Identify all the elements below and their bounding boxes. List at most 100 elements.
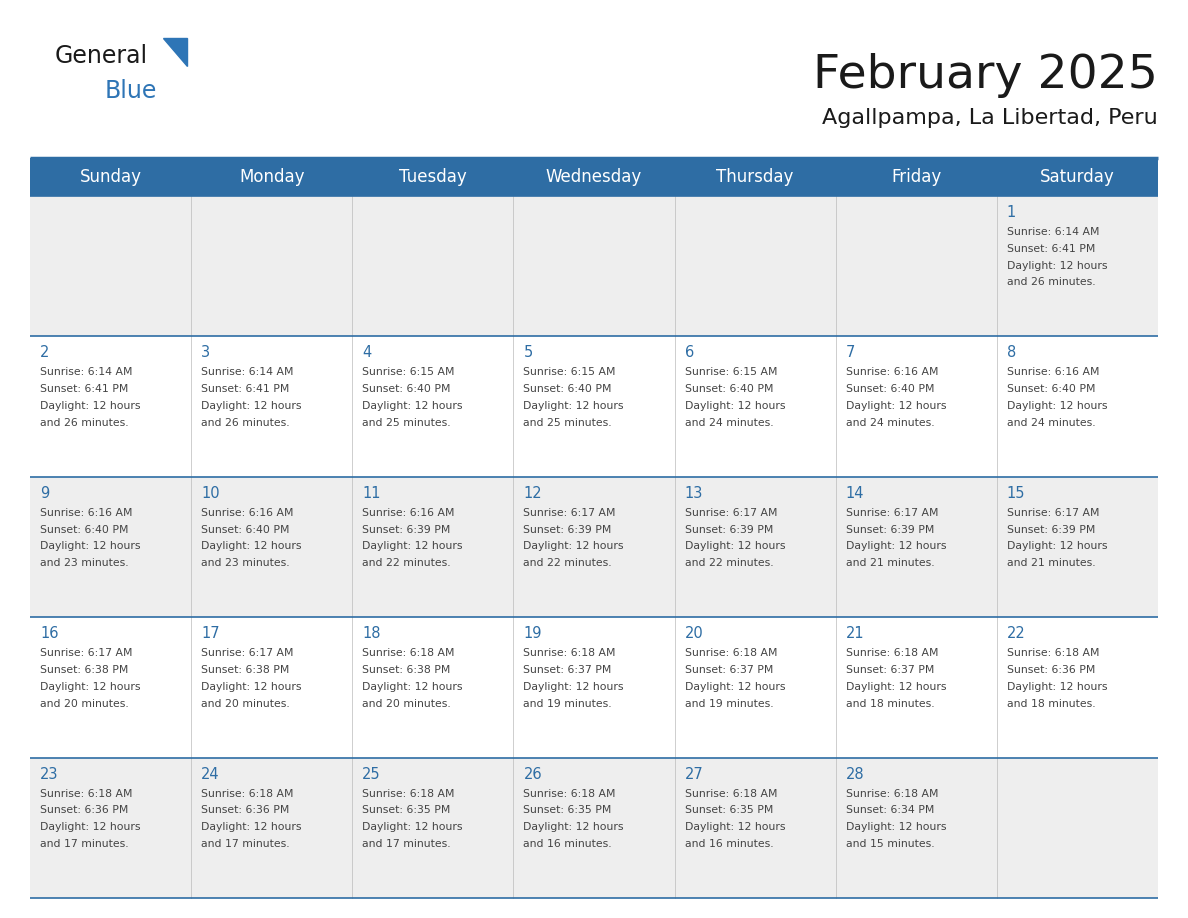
Text: Daylight: 12 hours: Daylight: 12 hours [846, 823, 946, 833]
Text: 26: 26 [524, 767, 542, 781]
Text: and 21 minutes.: and 21 minutes. [1007, 558, 1095, 568]
Text: and 19 minutes.: and 19 minutes. [684, 699, 773, 709]
Text: and 26 minutes.: and 26 minutes. [1007, 277, 1095, 287]
Text: Sunrise: 6:17 AM: Sunrise: 6:17 AM [201, 648, 293, 658]
Text: Friday: Friday [891, 168, 941, 186]
Text: and 17 minutes.: and 17 minutes. [40, 839, 128, 849]
Text: Daylight: 12 hours: Daylight: 12 hours [201, 401, 302, 411]
Text: Sunrise: 6:14 AM: Sunrise: 6:14 AM [1007, 227, 1099, 237]
Text: 12: 12 [524, 486, 542, 501]
Text: Daylight: 12 hours: Daylight: 12 hours [684, 542, 785, 552]
Text: Daylight: 12 hours: Daylight: 12 hours [1007, 682, 1107, 692]
Text: and 20 minutes.: and 20 minutes. [201, 699, 290, 709]
Text: 22: 22 [1007, 626, 1025, 641]
Text: Daylight: 12 hours: Daylight: 12 hours [40, 401, 140, 411]
Text: Sunset: 6:40 PM: Sunset: 6:40 PM [362, 385, 450, 394]
Text: Daylight: 12 hours: Daylight: 12 hours [201, 682, 302, 692]
Text: 9: 9 [40, 486, 49, 501]
Text: 13: 13 [684, 486, 703, 501]
Text: Sunrise: 6:18 AM: Sunrise: 6:18 AM [684, 789, 777, 799]
Text: Sunrise: 6:18 AM: Sunrise: 6:18 AM [362, 648, 455, 658]
Text: 10: 10 [201, 486, 220, 501]
Text: and 18 minutes.: and 18 minutes. [1007, 699, 1095, 709]
Bar [30, 757, 1158, 898]
Text: and 15 minutes.: and 15 minutes. [846, 839, 934, 849]
Text: and 16 minutes.: and 16 minutes. [524, 839, 612, 849]
Text: and 23 minutes.: and 23 minutes. [201, 558, 290, 568]
Text: 19: 19 [524, 626, 542, 641]
Text: 1: 1 [1007, 205, 1016, 220]
Text: Sunset: 6:41 PM: Sunset: 6:41 PM [1007, 244, 1095, 253]
Text: Sunrise: 6:15 AM: Sunrise: 6:15 AM [684, 367, 777, 377]
Text: Sunrise: 6:17 AM: Sunrise: 6:17 AM [846, 508, 939, 518]
Text: Sunrise: 6:15 AM: Sunrise: 6:15 AM [524, 367, 615, 377]
Text: 4: 4 [362, 345, 372, 361]
Text: Sunset: 6:39 PM: Sunset: 6:39 PM [684, 524, 773, 534]
Text: Daylight: 12 hours: Daylight: 12 hours [524, 401, 624, 411]
Text: Sunset: 6:39 PM: Sunset: 6:39 PM [524, 524, 612, 534]
Bar [30, 196, 1158, 336]
Text: 15: 15 [1007, 486, 1025, 501]
Text: and 26 minutes.: and 26 minutes. [40, 418, 128, 428]
Text: Blue: Blue [105, 79, 157, 103]
Text: 3: 3 [201, 345, 210, 361]
Text: Daylight: 12 hours: Daylight: 12 hours [1007, 542, 1107, 552]
Text: Sunrise: 6:17 AM: Sunrise: 6:17 AM [40, 648, 133, 658]
Bar [30, 336, 1158, 476]
Text: and 24 minutes.: and 24 minutes. [684, 418, 773, 428]
Text: Sunset: 6:37 PM: Sunset: 6:37 PM [524, 665, 612, 675]
Polygon shape [163, 38, 187, 66]
Text: Sunset: 6:37 PM: Sunset: 6:37 PM [684, 665, 773, 675]
Text: Sunrise: 6:18 AM: Sunrise: 6:18 AM [846, 648, 939, 658]
Text: 20: 20 [684, 626, 703, 641]
Text: Sunrise: 6:18 AM: Sunrise: 6:18 AM [524, 789, 615, 799]
Text: Sunset: 6:41 PM: Sunset: 6:41 PM [201, 385, 290, 394]
Text: Sunrise: 6:17 AM: Sunrise: 6:17 AM [524, 508, 615, 518]
Text: Monday: Monday [239, 168, 304, 186]
Text: 18: 18 [362, 626, 381, 641]
Text: and 25 minutes.: and 25 minutes. [362, 418, 451, 428]
Text: Sunset: 6:39 PM: Sunset: 6:39 PM [846, 524, 934, 534]
Text: 25: 25 [362, 767, 381, 781]
Text: Daylight: 12 hours: Daylight: 12 hours [201, 542, 302, 552]
Text: Daylight: 12 hours: Daylight: 12 hours [40, 542, 140, 552]
Text: Daylight: 12 hours: Daylight: 12 hours [684, 682, 785, 692]
Text: Sunset: 6:40 PM: Sunset: 6:40 PM [1007, 385, 1095, 394]
Text: Daylight: 12 hours: Daylight: 12 hours [846, 682, 946, 692]
Text: Sunset: 6:41 PM: Sunset: 6:41 PM [40, 385, 128, 394]
Text: Daylight: 12 hours: Daylight: 12 hours [1007, 401, 1107, 411]
Text: Sunrise: 6:18 AM: Sunrise: 6:18 AM [40, 789, 133, 799]
Text: February 2025: February 2025 [813, 53, 1158, 98]
Text: Tuesday: Tuesday [399, 168, 467, 186]
Text: Daylight: 12 hours: Daylight: 12 hours [362, 401, 463, 411]
Text: 21: 21 [846, 626, 865, 641]
Text: and 20 minutes.: and 20 minutes. [40, 699, 128, 709]
Bar [30, 476, 1158, 617]
Text: and 26 minutes.: and 26 minutes. [201, 418, 290, 428]
Text: and 22 minutes.: and 22 minutes. [684, 558, 773, 568]
Text: and 24 minutes.: and 24 minutes. [846, 418, 934, 428]
Text: 28: 28 [846, 767, 865, 781]
Text: 5: 5 [524, 345, 532, 361]
Text: Sunset: 6:38 PM: Sunset: 6:38 PM [201, 665, 290, 675]
Text: 17: 17 [201, 626, 220, 641]
Text: Sunrise: 6:18 AM: Sunrise: 6:18 AM [362, 789, 455, 799]
Text: 24: 24 [201, 767, 220, 781]
Text: and 19 minutes.: and 19 minutes. [524, 699, 612, 709]
Text: Sunset: 6:40 PM: Sunset: 6:40 PM [684, 385, 773, 394]
Text: Daylight: 12 hours: Daylight: 12 hours [524, 823, 624, 833]
Text: Sunrise: 6:16 AM: Sunrise: 6:16 AM [40, 508, 133, 518]
Text: Daylight: 12 hours: Daylight: 12 hours [201, 823, 302, 833]
Text: 11: 11 [362, 486, 381, 501]
Text: Daylight: 12 hours: Daylight: 12 hours [524, 542, 624, 552]
Text: Sunrise: 6:14 AM: Sunrise: 6:14 AM [40, 367, 133, 377]
Text: and 22 minutes.: and 22 minutes. [362, 558, 451, 568]
Text: Sunday: Sunday [80, 168, 141, 186]
Text: Sunrise: 6:15 AM: Sunrise: 6:15 AM [362, 367, 455, 377]
Bar [30, 158, 1158, 196]
Text: Sunrise: 6:17 AM: Sunrise: 6:17 AM [1007, 508, 1099, 518]
Text: Daylight: 12 hours: Daylight: 12 hours [1007, 261, 1107, 271]
Text: and 16 minutes.: and 16 minutes. [684, 839, 773, 849]
Text: Sunrise: 6:17 AM: Sunrise: 6:17 AM [684, 508, 777, 518]
Text: Sunset: 6:35 PM: Sunset: 6:35 PM [524, 805, 612, 815]
